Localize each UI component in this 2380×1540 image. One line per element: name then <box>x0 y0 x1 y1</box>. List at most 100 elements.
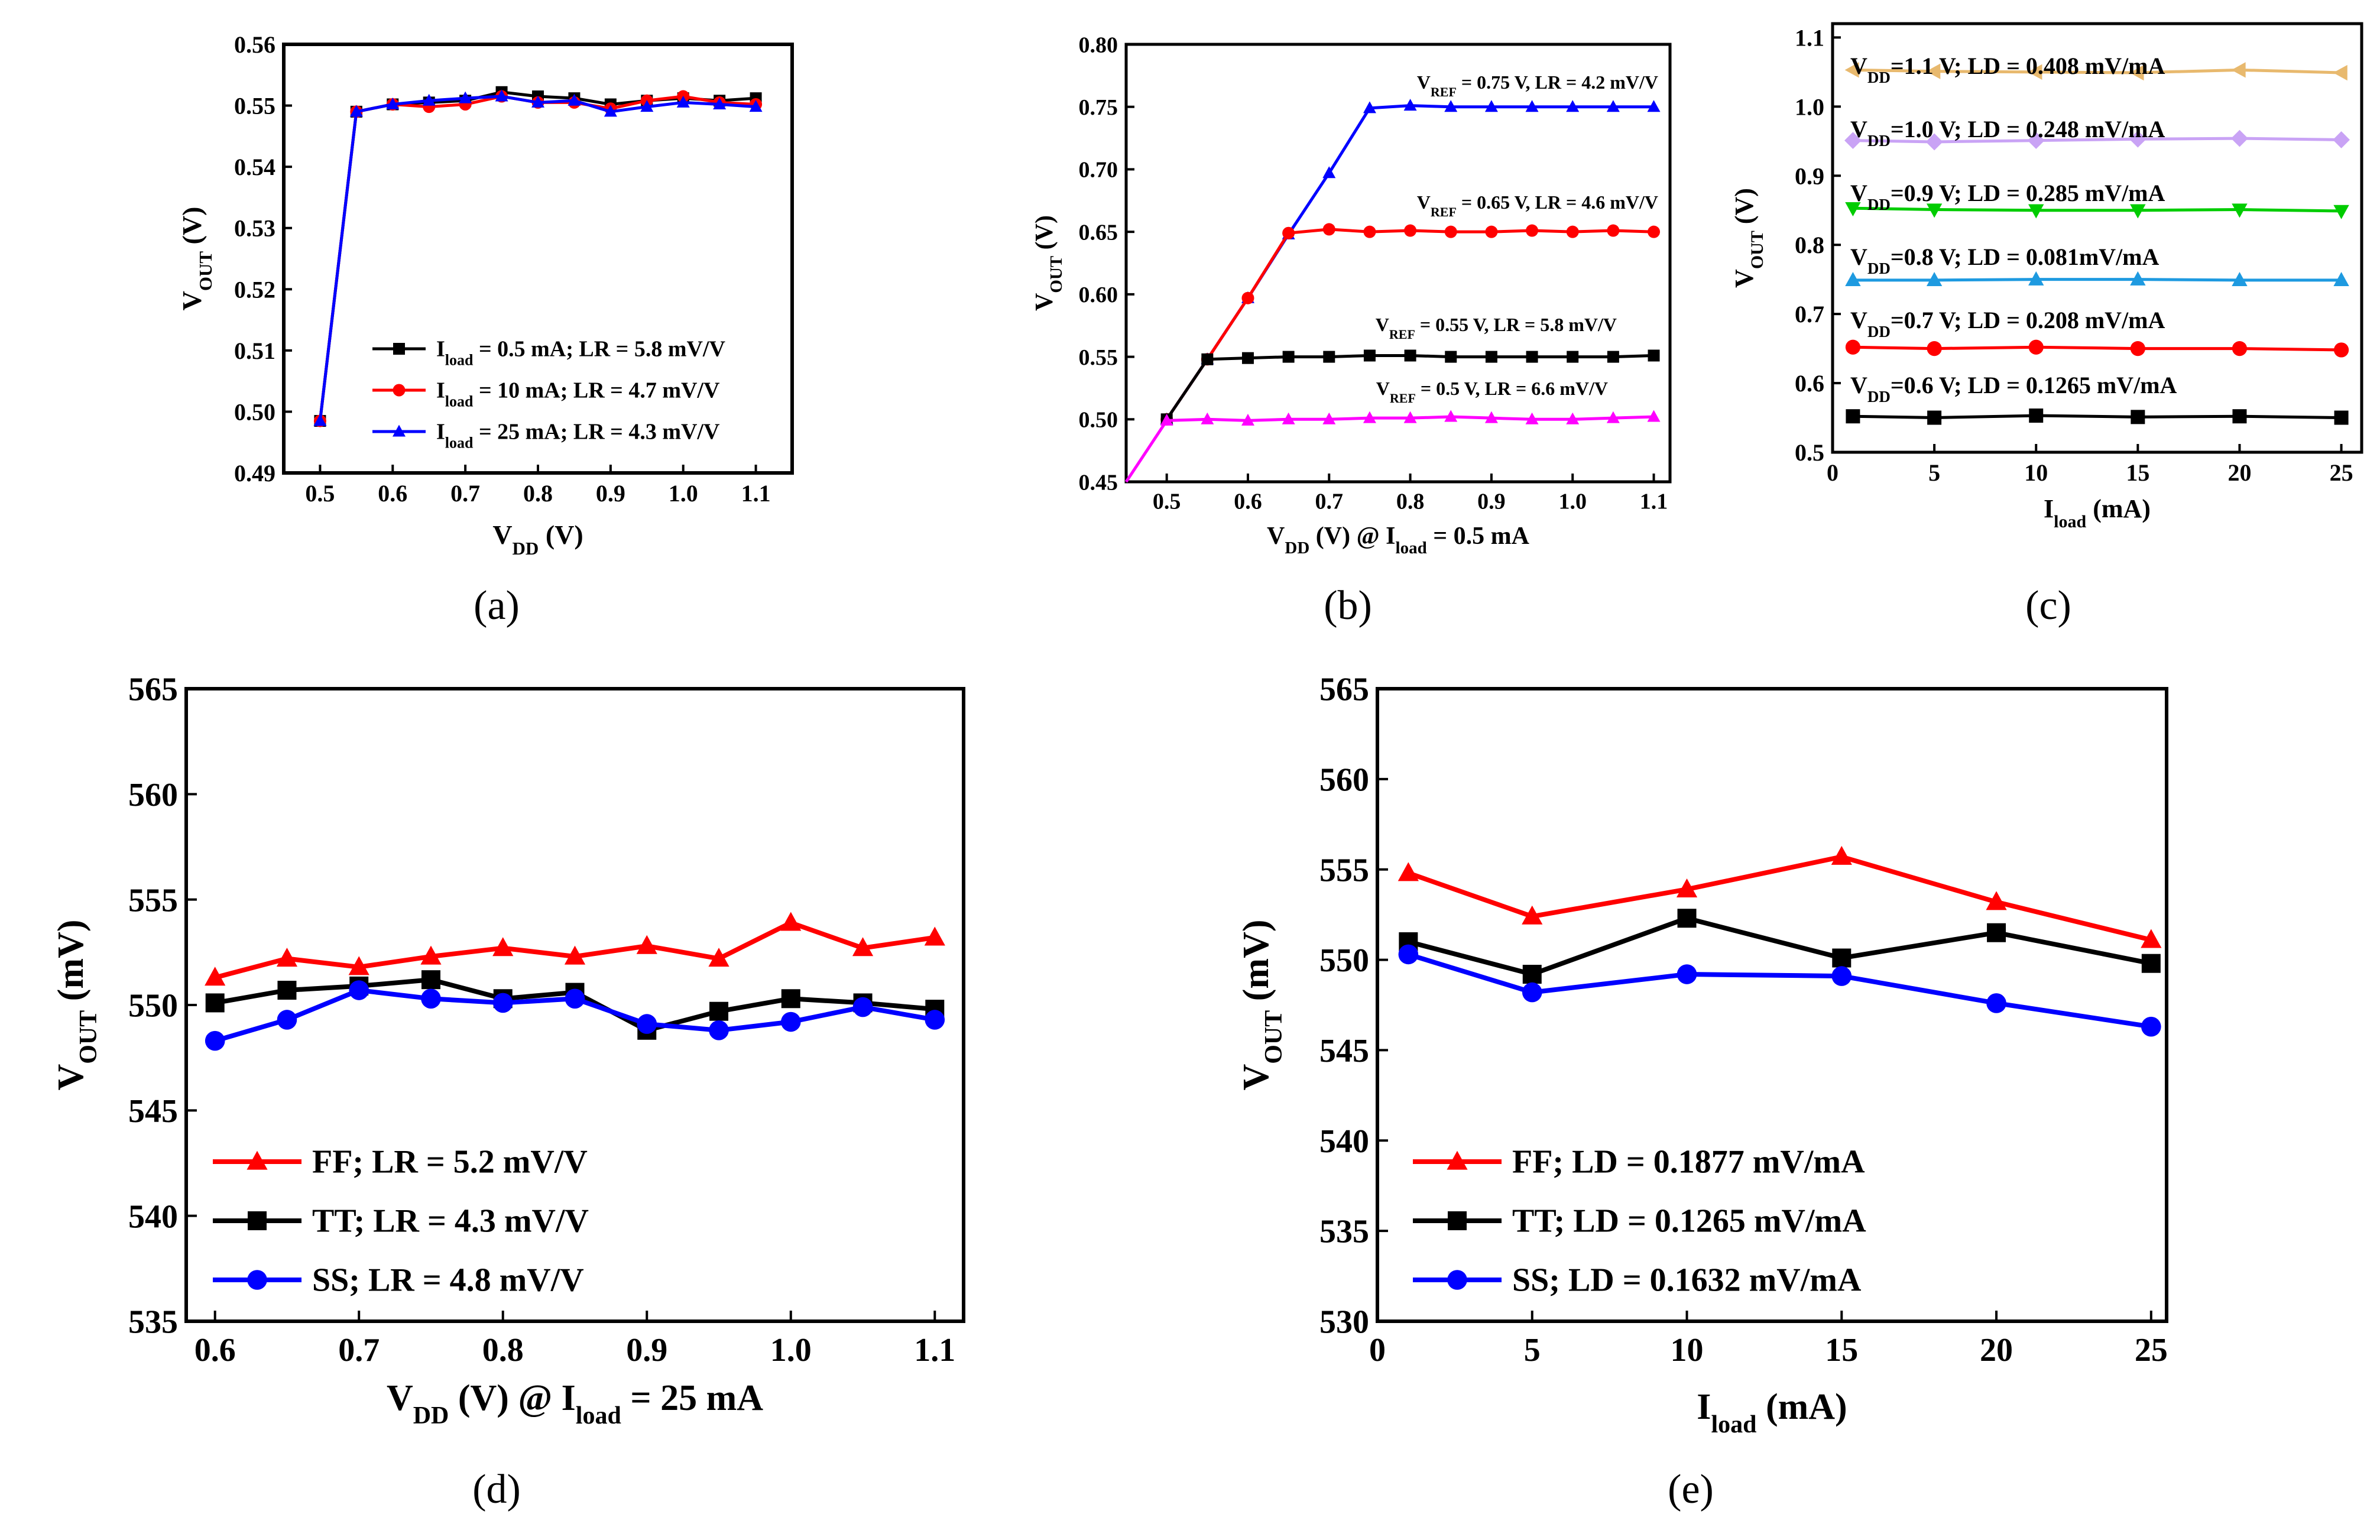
subscript: REF <box>1390 391 1416 406</box>
label-part: = 0.5 mA; LR = 5.8 mV/V <box>473 337 725 362</box>
data-point <box>1567 351 1579 363</box>
y-tick-label: 540 <box>128 1198 178 1235</box>
data-point <box>780 912 802 931</box>
data-point <box>277 981 297 1000</box>
y-tick-label: 555 <box>1319 852 1369 889</box>
y-tick-label: 0.50 <box>1079 408 1118 433</box>
data-point <box>1485 225 1498 238</box>
label-part: I <box>1386 523 1395 550</box>
data-point <box>420 945 442 965</box>
data-point <box>2028 339 2044 355</box>
y-tick-label: 550 <box>1319 942 1369 979</box>
chart-a: 0.5 0.6 0.7 0.8 0.9 1.0 1.1 0.49 0.50 0.51 0.52 0.5… <box>177 31 794 559</box>
panel-label-e: (e) <box>1668 1467 1714 1512</box>
data-point <box>2333 205 2349 219</box>
y-axis-label: VOUT (V) <box>1730 188 1767 288</box>
subscript: OUT <box>195 251 216 291</box>
legend-entry: Iload = 0.5 mA; LR = 5.8 mV/V <box>436 337 725 369</box>
x-axis-label: Iload (mA) <box>2044 494 2151 531</box>
y-tick-label: 1.1 <box>1795 24 1824 51</box>
legend-entry: FF; LD = 0.1877 mV/mA <box>1512 1143 1865 1180</box>
data-point <box>1398 944 1419 965</box>
subscript: DD <box>1867 196 1891 213</box>
x-axis-label: Iload (mA) <box>1697 1387 1847 1438</box>
data-point <box>2334 410 2349 425</box>
subscript: DD <box>1867 388 1891 406</box>
x-tick-label: 0.5 <box>1153 489 1181 514</box>
y-tick-label: 1.0 <box>1795 93 1824 120</box>
data-point <box>2232 203 2248 218</box>
y-tick-label: 0.53 <box>234 215 275 242</box>
label-part: (V) <box>1031 215 1058 256</box>
panel-label-a: (a) <box>474 583 520 628</box>
label-part: = 0.65 V, LR = 4.6 mV/V <box>1457 192 1658 213</box>
data-point <box>2231 62 2246 78</box>
series-line-1 <box>1408 916 2152 977</box>
data-point <box>713 98 727 109</box>
data-point <box>492 937 514 957</box>
data-point <box>1607 224 1620 237</box>
y-tick-label: 0.52 <box>234 276 275 303</box>
subscript: DD <box>413 1402 449 1429</box>
y-tick-label: 0.75 <box>1079 95 1118 120</box>
y-tick-label: 0.55 <box>1079 345 1118 370</box>
data-point <box>1363 411 1376 423</box>
data-point <box>1526 224 1539 237</box>
y-tick-label: 0.5 <box>1795 439 1824 466</box>
data-point <box>1926 203 1943 218</box>
x-tick-label: 20 <box>2227 459 2251 486</box>
data-point <box>925 1010 945 1030</box>
y-tick-label: 0.51 <box>234 338 275 364</box>
data-point <box>709 1001 729 1021</box>
label-part: (V) <box>1730 188 1759 231</box>
data-point <box>1647 410 1661 422</box>
series-annotation: VDD=1.1 V; LD = 0.408 mV/mA <box>1850 53 2165 86</box>
subscript: load <box>1396 539 1427 557</box>
legend: FF; LR = 5.2 mV/V TT; LR = 4.3 mV/V SS; LR… <box>213 1143 589 1298</box>
data-point <box>1925 133 1943 151</box>
y-tick-label: 0.45 <box>1079 470 1118 495</box>
label-part: =0.6 V; LD = 0.1265 mV/mA <box>1891 372 2177 398</box>
data-point <box>2333 64 2347 81</box>
label-part: V <box>1267 523 1285 550</box>
x-tick-label: 0.7 <box>338 1332 380 1369</box>
x-tick-label: 20 <box>1980 1332 2013 1369</box>
data-point <box>1363 349 1376 362</box>
x-tick-label: 0.8 <box>482 1332 524 1369</box>
data-point <box>640 100 654 112</box>
x-tick-label: 0 <box>1369 1332 1386 1369</box>
plot-frame <box>1376 687 2168 1323</box>
x-tick-label: 1.0 <box>770 1332 812 1369</box>
data-point <box>2333 272 2349 287</box>
y-tick-label: 545 <box>1319 1033 1369 1069</box>
data-point <box>1282 226 1295 239</box>
y-tick-label: 535 <box>1319 1214 1369 1250</box>
data-point <box>1525 412 1539 424</box>
subscript: REF <box>1389 327 1415 342</box>
label-part: V <box>492 520 512 550</box>
label-part: (V) @ <box>449 1378 561 1418</box>
data-point <box>1363 225 1376 238</box>
data-point <box>1485 351 1497 363</box>
series-line-2 <box>318 95 756 422</box>
data-point <box>2027 132 2045 150</box>
data-point <box>565 988 585 1009</box>
data-point <box>781 989 800 1009</box>
legend-marker <box>247 1150 268 1170</box>
data-point <box>1676 878 1698 897</box>
data-point <box>2029 408 2044 423</box>
series-line-1 <box>1853 137 2342 144</box>
label-part: (V) <box>177 207 207 251</box>
legend-marker <box>393 424 406 437</box>
data-point <box>1844 62 1859 78</box>
chart-e: 0 5 10 15 20 25 530 535 540 545 550 555 560 565 Iload … <box>1236 672 2168 1438</box>
label-part: = 0.75 V, LR = 4.2 mV/V <box>1457 72 1658 93</box>
data-point <box>1201 412 1214 424</box>
data-point <box>1525 100 1539 112</box>
label-part: = 0.5 V, LR = 6.6 mV/V <box>1416 378 1608 399</box>
label-part: (mA) <box>2086 494 2151 523</box>
data-point <box>1403 411 1417 423</box>
data-point <box>1566 412 1580 424</box>
